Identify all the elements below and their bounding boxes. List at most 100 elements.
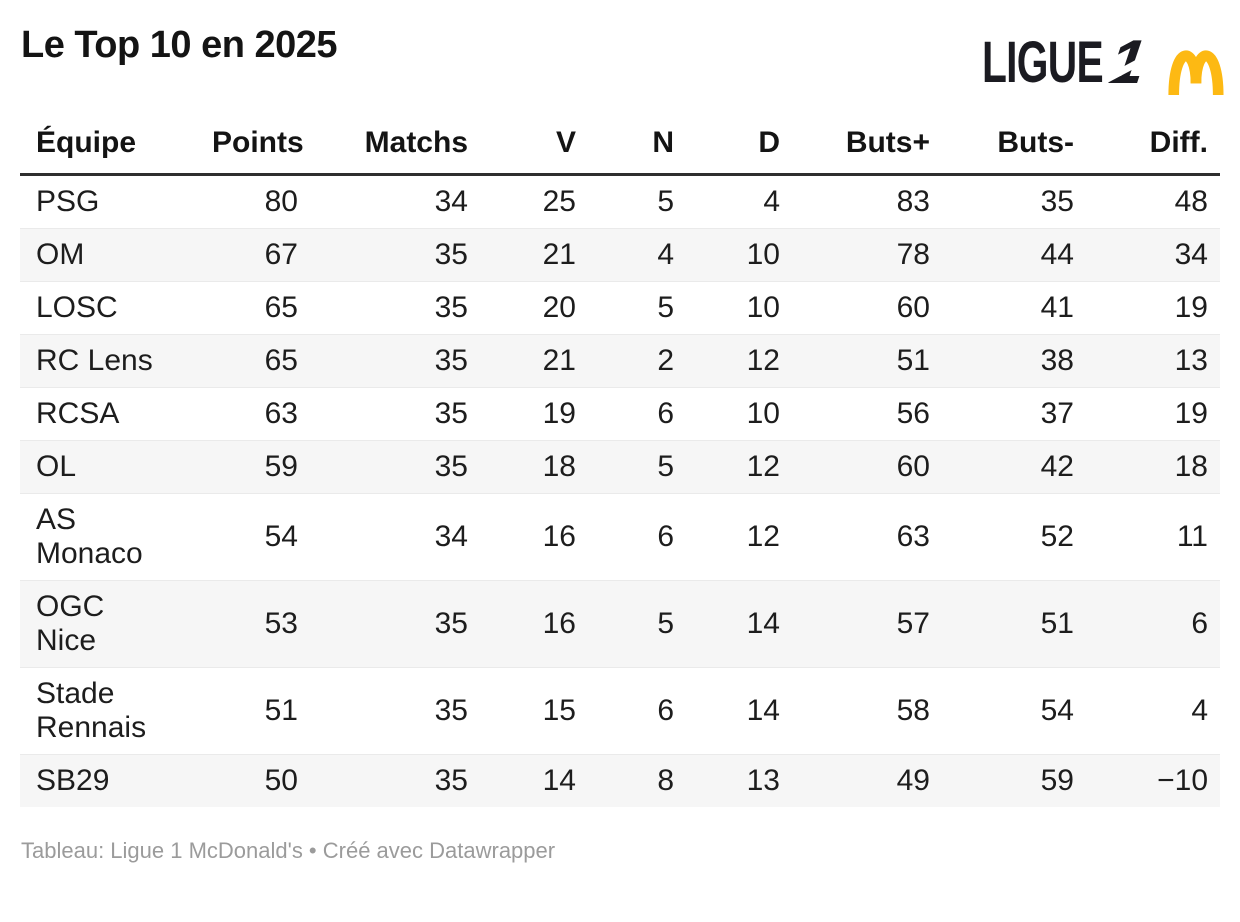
cell-value: −10: [1086, 754, 1220, 807]
cell-value: 65: [200, 281, 310, 335]
cell-value: 35: [310, 387, 480, 441]
cell-value: 63: [200, 387, 310, 441]
cell-value: 19: [1086, 387, 1220, 441]
column-header: D: [686, 112, 792, 176]
table-row: AS Monaco 54 34 16 6 12 63 52 11: [20, 493, 1220, 581]
cell-value: 16: [480, 580, 588, 668]
cell-value: 20: [480, 281, 588, 335]
cell-value: 35: [310, 440, 480, 494]
cell-value: 48: [1174, 185, 1208, 218]
cell-value: 25: [542, 185, 576, 218]
cell-value: 49: [792, 754, 942, 807]
cell-value: 4: [763, 185, 780, 218]
cell-value: 35: [310, 667, 480, 755]
cell-value: 15: [480, 667, 588, 755]
cell-value: 37: [942, 387, 1086, 441]
cell-value: 6: [588, 493, 686, 581]
cell-value: 6: [588, 387, 686, 441]
table-row: RC Lens 65 35 21 2 12 51 38 13: [20, 334, 1220, 388]
cell-value: 35: [310, 754, 480, 807]
cell-value: 19: [480, 387, 588, 441]
mcdonalds-arches-icon: [1168, 50, 1224, 96]
cell-value: 60: [792, 281, 942, 335]
cell-value: 54: [942, 667, 1086, 755]
cell-value: 58: [792, 667, 942, 755]
cell-value: 18: [480, 440, 588, 494]
cell-value: 63: [792, 493, 942, 581]
cell-value: 10: [686, 228, 792, 282]
cell-value: 14: [480, 754, 588, 807]
cell-team-name: OGC Nice: [20, 580, 200, 668]
cell-value: 6: [588, 667, 686, 755]
cell-value: 34: [310, 493, 480, 581]
cell-value: 4: [588, 228, 686, 282]
cell-value: 57: [792, 580, 942, 668]
cell-value: 34: [1086, 228, 1220, 282]
cell-value: 21: [480, 228, 588, 282]
cell-team-name: OM: [20, 228, 200, 282]
cell-value: 50: [200, 754, 310, 807]
cell-team-name: OL: [20, 440, 200, 494]
cell-value: 16: [480, 493, 588, 581]
column-header: Points: [200, 112, 310, 176]
column-header: N: [588, 112, 686, 176]
cell-value: 21: [480, 334, 588, 388]
table-header-row: Équipe Points Matchs V N D Buts+ Buts- Diff.: [20, 112, 1220, 176]
table-row: RCSA 63 35 19 6 10 56 37 19: [20, 387, 1220, 441]
table-row: PSG 80 34 25 5 4 83 35 48: [20, 175, 1220, 229]
table-row: Stade Rennais 51 35 15 6 14 58 54 4: [20, 667, 1220, 755]
column-header: Matchs: [310, 112, 480, 176]
cell-value: 60: [792, 440, 942, 494]
cell-value: 51: [792, 334, 942, 388]
cell-value: 56: [792, 387, 942, 441]
cell-value: 65: [200, 334, 310, 388]
svg-text:LIGUE: LIGUE: [982, 34, 1103, 94]
cell-value: 14: [686, 580, 792, 668]
cell-value: 44: [942, 228, 1086, 282]
cell-value: 13: [1086, 334, 1220, 388]
cell-value: 35: [310, 334, 480, 388]
cell-value: 35: [310, 580, 480, 668]
cell-team-name: RCSA: [20, 387, 200, 441]
table-row: OM 67 35 21 4 10 78 44 34: [20, 228, 1220, 282]
column-header: V: [480, 112, 588, 176]
cell-value: 2: [588, 334, 686, 388]
cell-value: 5: [657, 185, 674, 218]
column-header: Équipe: [20, 112, 200, 176]
cell-team-name: AS Monaco: [20, 493, 200, 581]
ligue1-mcdonalds-logo: LIGUE 1: [982, 28, 1224, 98]
cell-value: 35: [310, 228, 480, 282]
cell-value: 18: [1086, 440, 1220, 494]
cell-value: 51: [942, 580, 1086, 668]
column-header: Buts+: [792, 112, 942, 176]
cell-value: 12: [686, 440, 792, 494]
table-row: LOSC 65 35 20 5 10 60 41 19: [20, 281, 1220, 335]
cell-value: 4: [1086, 667, 1220, 755]
cell-value: 14: [686, 667, 792, 755]
cell-value: 59: [942, 754, 1086, 807]
cell-value: 5: [588, 580, 686, 668]
cell-value: 35: [310, 281, 480, 335]
table-row: SB29 50 35 14 8 13 49 59 −10: [20, 754, 1220, 807]
cell-value: 10: [686, 387, 792, 441]
cell-value: 54: [200, 493, 310, 581]
table-row: OGC Nice 53 35 16 5 14 57 51 6: [20, 580, 1220, 668]
cell-value: 80: [264, 185, 298, 218]
cell-value: 42: [942, 440, 1086, 494]
cell-value: 51: [200, 667, 310, 755]
cell-value: 13: [686, 754, 792, 807]
cell-value: 34: [434, 185, 468, 218]
cell-team-name: LOSC: [20, 281, 200, 335]
cell-value: 19: [1086, 281, 1220, 335]
cell-value: 78: [792, 228, 942, 282]
cell-value: 6: [1086, 580, 1220, 668]
cell-team-name: RC Lens: [20, 334, 200, 388]
cell-value: 41: [942, 281, 1086, 335]
column-header: Diff.: [1086, 112, 1220, 176]
cell-value: 38: [942, 334, 1086, 388]
cell-value: 59: [200, 440, 310, 494]
standings-table: Équipe Points Matchs V N D Buts+ Buts- Diff. PSG…: [20, 112, 1220, 807]
table-row: OL 59 35 18 5 12 60 42 18: [20, 440, 1220, 494]
cell-value: 12: [686, 493, 792, 581]
ligue1-numeral: 1: [1103, 28, 1155, 97]
